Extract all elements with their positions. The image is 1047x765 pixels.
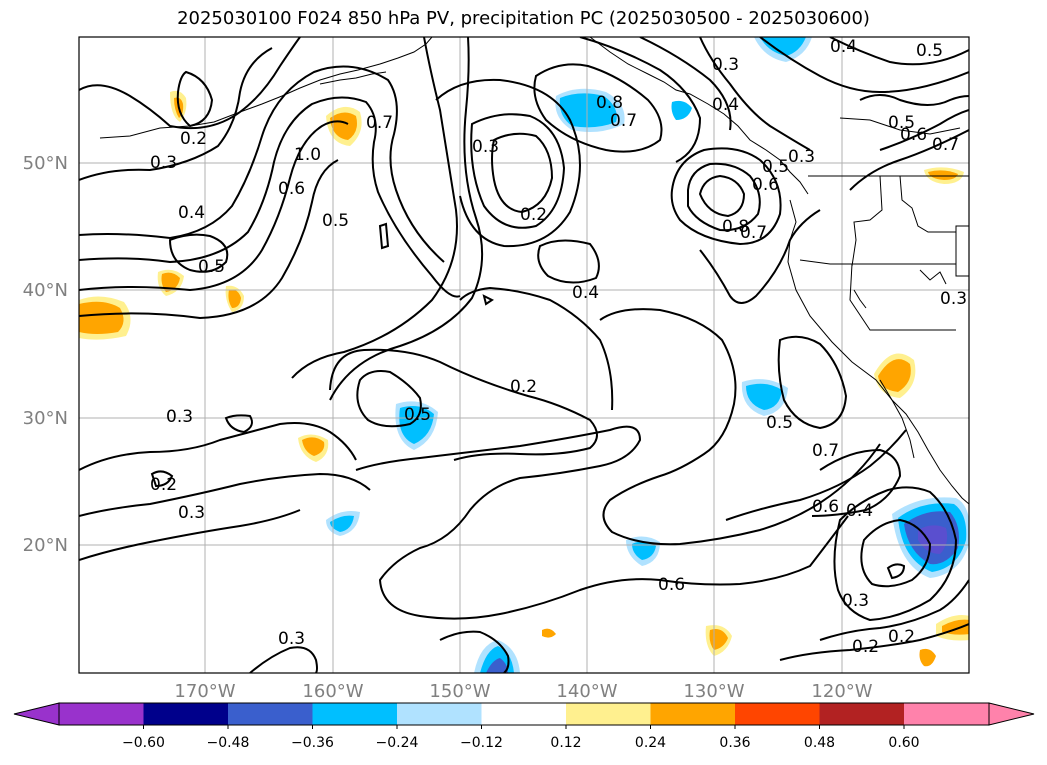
colorbar-swatch [904, 703, 989, 725]
contour-label: 0.4 [846, 501, 873, 521]
colorbar-swatch [59, 703, 144, 725]
contour-label: 0.4 [830, 37, 857, 57]
colorbar-tick-label: −0.24 [376, 735, 419, 751]
contour-label: 0.3 [940, 289, 967, 309]
colorbar-tick-label: 0.36 [719, 735, 750, 751]
contour-label: 0.6 [278, 179, 305, 199]
contour-label: 0.8 [722, 217, 749, 237]
colorbar-tick-label: −0.60 [122, 735, 165, 751]
pv-contours [79, 37, 969, 673]
contour-label: 0.3 [712, 55, 739, 75]
contour-labels: 0.2 0.3 0.4 0.5 1.0 0.6 0.5 0.7 0.3 0.2 … [150, 37, 967, 657]
lon-label: 150°W [429, 681, 490, 702]
map-title: 2025030100 F024 850 hPa PV, precipitatio… [177, 8, 870, 29]
lat-label: 20°N [23, 535, 68, 556]
contour-label: 0.2 [520, 205, 547, 225]
colorbar-swatch [397, 703, 482, 725]
contour-label: 0.7 [812, 441, 839, 461]
contour-label: 0.3 [178, 503, 205, 523]
contour-label: 0.6 [752, 175, 779, 195]
contour-label: 0.5 [322, 211, 349, 231]
latitude-labels: 50°N 40°N 30°N 20°N [23, 153, 68, 556]
contour-label: 0.5 [404, 405, 431, 425]
lat-label: 40°N [23, 280, 68, 301]
colorbar-extend-right [988, 702, 1035, 726]
contour-label: 0.4 [178, 203, 205, 223]
colorbar-swatch [819, 703, 904, 725]
contour-label: 0.7 [932, 135, 959, 155]
colorbar-swatch [143, 703, 228, 725]
contour-label: 0.7 [610, 111, 637, 131]
contour-label: 0.7 [366, 113, 393, 133]
lat-label: 30°N [23, 408, 68, 429]
contour-label: 0.6 [812, 497, 839, 517]
contour-label: 0.2 [180, 129, 207, 149]
colorbar-tick-label: −0.48 [207, 735, 250, 751]
lon-label: 160°W [302, 681, 363, 702]
colorbar-swatch [481, 703, 566, 725]
contour-label: 0.3 [278, 629, 305, 649]
contour-label: 0.2 [888, 627, 915, 647]
lat-label: 50°N [23, 153, 68, 174]
contour-label: 0.5 [762, 157, 789, 177]
contour-label: 0.5 [916, 41, 943, 61]
colorbar-tick-label: 0.24 [635, 735, 666, 751]
colorbar-tick-label: 0.60 [888, 735, 919, 751]
contour-label: 1.0 [294, 145, 321, 165]
contour-label: 0.5 [766, 413, 793, 433]
contour-label: 0.3 [842, 591, 869, 611]
colorbar-swatch [566, 703, 651, 725]
contour-label: 0.4 [572, 283, 599, 303]
longitude-labels: 170°W 160°W 150°W 140°W 130°W 120°W [174, 681, 872, 702]
lon-label: 120°W [811, 681, 872, 702]
colorbar-tick-label: 0.48 [804, 735, 835, 751]
map-frame [78, 36, 970, 674]
colorbar-swatch [312, 703, 397, 725]
colorbar: −0.60 −0.48 −0.36 −0.24 −0.12 0.12 0.24 … [13, 702, 1035, 751]
contour-label: 0.4 [712, 95, 739, 115]
map-area [79, 37, 969, 673]
contour-label: 0.2 [510, 377, 537, 397]
contour-label: 0.2 [150, 475, 177, 495]
colorbar-tick-label: −0.12 [460, 735, 503, 751]
contour-label: 0.8 [596, 93, 623, 113]
lon-label: 130°W [683, 681, 744, 702]
colorbar-swatch [228, 703, 313, 725]
contour-label: 0.5 [198, 257, 225, 277]
precip-shading [79, 37, 969, 673]
contour-label: 0.3 [788, 147, 815, 167]
lon-label: 170°W [174, 681, 235, 702]
colorbar-tick-label: −0.36 [291, 735, 334, 751]
colorbar-extend-left [13, 702, 60, 726]
colorbar-swatch [650, 703, 735, 725]
contour-label: 0.7 [740, 223, 767, 243]
contour-label: 0.3 [150, 153, 177, 173]
contour-label: 0.5 [888, 113, 915, 133]
contour-label: 0.3 [166, 407, 193, 427]
contour-label: 0.6 [900, 125, 927, 145]
colorbar-tick-label: 0.12 [550, 735, 581, 751]
contour-label: 0.3 [472, 137, 499, 157]
contour-label: 0.6 [658, 575, 685, 595]
lon-label: 140°W [556, 681, 617, 702]
colorbar-swatch [735, 703, 820, 725]
contour-label: 0.2 [852, 637, 879, 657]
